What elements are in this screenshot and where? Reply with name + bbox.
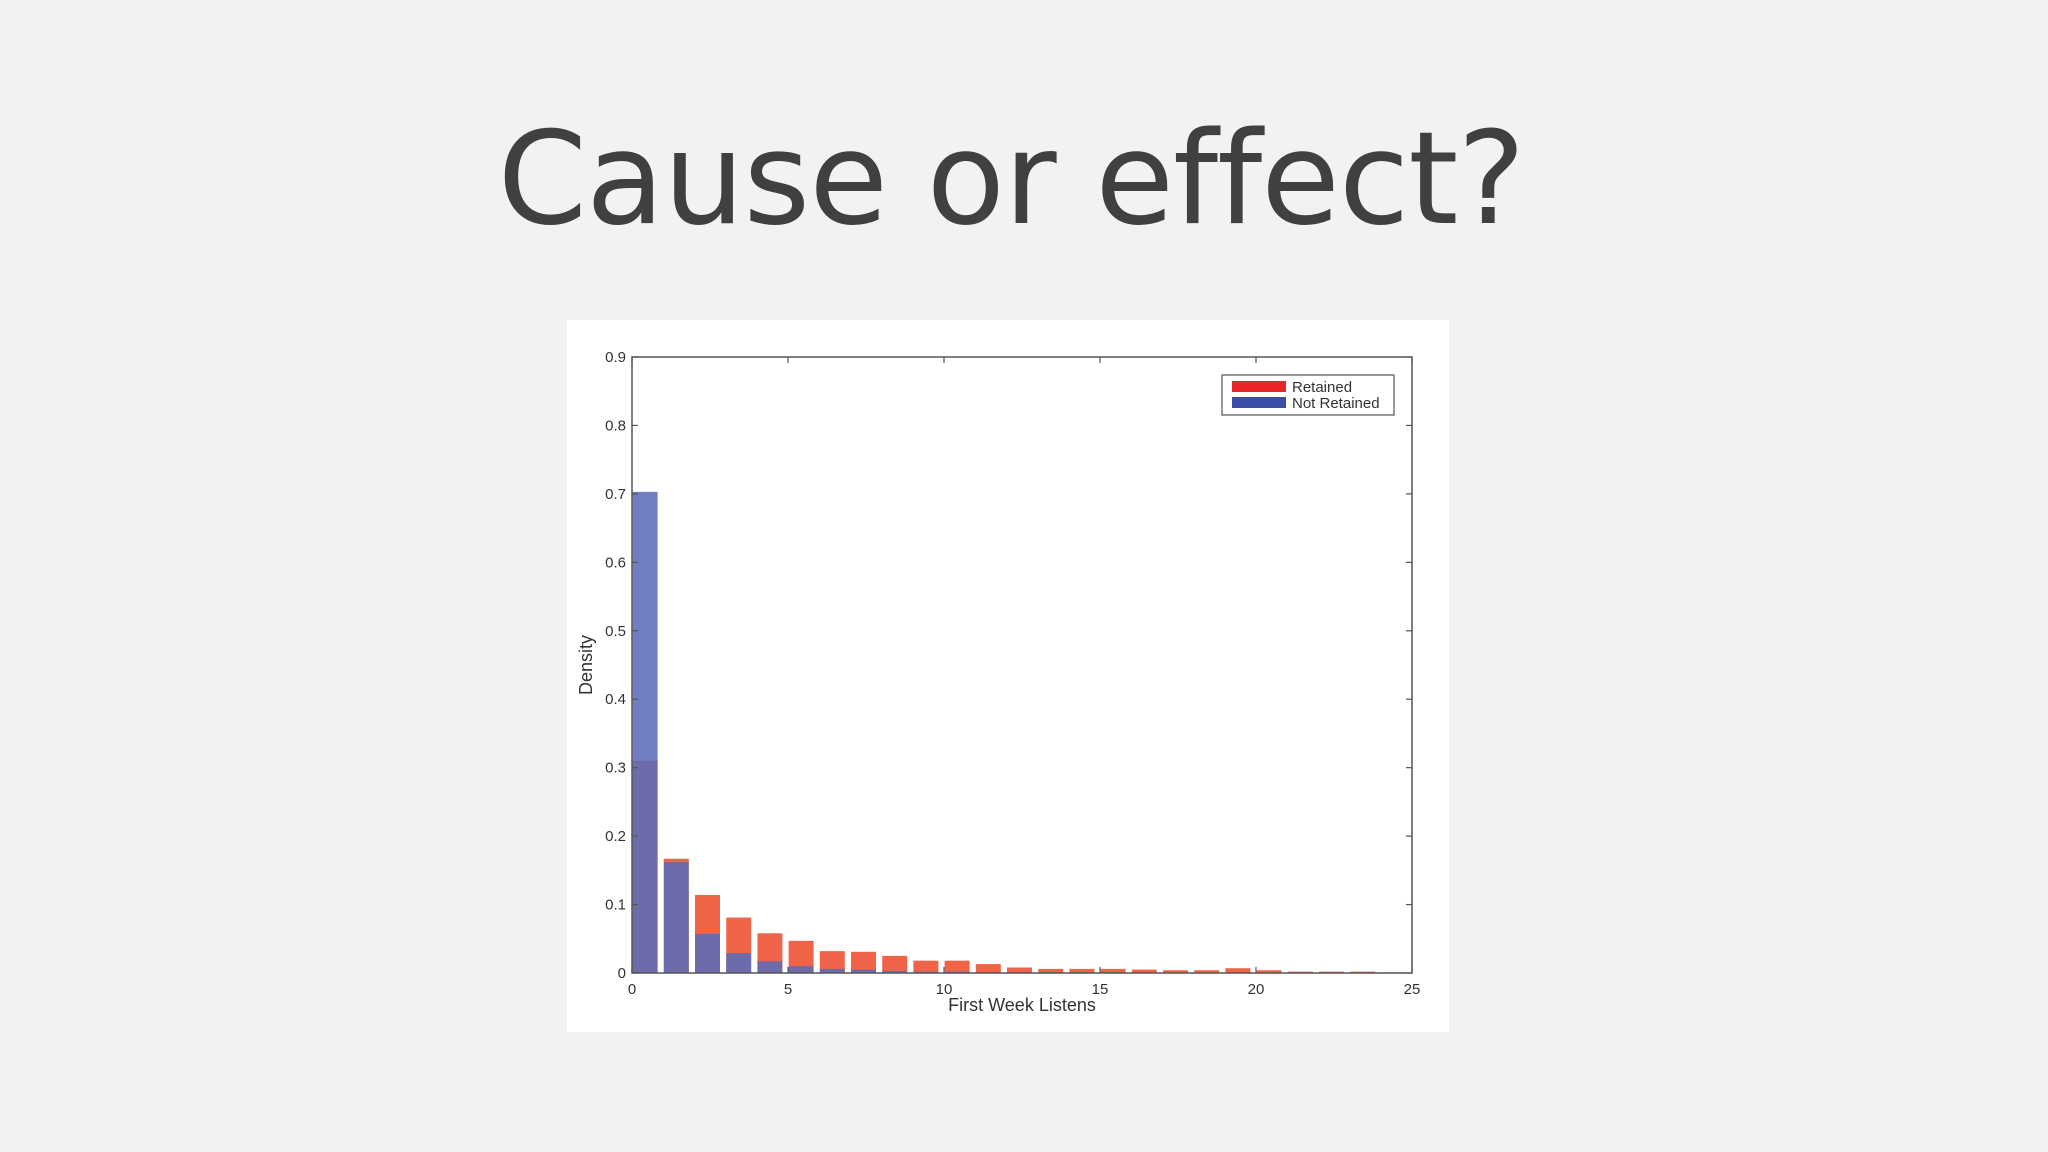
bar-not-retained-8 — [882, 970, 908, 973]
bar-not-retained-1 — [663, 862, 689, 973]
bar-retained-14 — [1069, 968, 1095, 973]
y-tick-label-0.3: 0.3 — [605, 760, 626, 777]
chart-figure: 0 5 10 15 20 25 0 0.1 0.2 0.3 0.4 0.5 0.6 0.7 0.8 0.9 F… — [567, 320, 1449, 1032]
bar-retained-12 — [1007, 967, 1032, 973]
bar-retained-11 — [975, 964, 1001, 973]
x-axis-label: First Week Listens — [948, 995, 1096, 1015]
histogram-chart: 0 5 10 15 20 25 0 0.1 0.2 0.3 0.4 0.5 0.6 0.7 0.8 0.9 F… — [576, 349, 1420, 1015]
bar-retained-18 — [1194, 970, 1220, 973]
bar-retained-20 — [1256, 970, 1282, 973]
x-tick-label-25: 25 — [1404, 981, 1421, 998]
bar-not-retained-0 — [632, 491, 658, 973]
y-tick-label-0.4: 0.4 — [605, 691, 626, 708]
ticks-layer: 0 5 10 15 20 25 0 0.1 0.2 0.3 0.4 0.5 0.6 0.7 0.8 0.9 — [605, 349, 1420, 998]
x-tick-label-10: 10 — [936, 981, 953, 998]
y-axis-label: Density — [576, 635, 596, 695]
bar-not-retained-5 — [788, 966, 814, 973]
bar-retained-10 — [944, 960, 970, 973]
bar-not-retained-4 — [757, 961, 783, 973]
legend-swatch-retained — [1232, 381, 1286, 392]
bar-not-retained-3 — [726, 953, 752, 973]
plot-frame — [631, 356, 1413, 974]
bar-retained-17 — [1163, 970, 1188, 973]
plot-background — [632, 357, 1412, 973]
bar-retained-7 — [851, 951, 876, 973]
y-tick-label-0.6: 0.6 — [605, 554, 626, 571]
bar-not-retained-2 — [695, 933, 720, 973]
bar-retained-9 — [913, 960, 939, 973]
bar-retained-16 — [1131, 969, 1157, 973]
bar-not-retained-7 — [851, 969, 876, 973]
bar-retained-15 — [1100, 968, 1126, 973]
bars-layer — [632, 491, 1407, 973]
legend: Retained Not Retained — [1221, 374, 1395, 416]
bar-retained-13 — [1038, 968, 1064, 973]
bar-retained-6 — [819, 951, 845, 973]
legend-swatch-not-retained — [1232, 397, 1286, 408]
y-tick-label-0.1: 0.1 — [605, 897, 626, 914]
y-tick-label-0.7: 0.7 — [605, 486, 626, 503]
y-tick-label-0.5: 0.5 — [605, 623, 626, 640]
bar-retained-8 — [882, 955, 908, 973]
slide-title: Cause or effect? — [497, 105, 1526, 254]
x-tick-label-15: 15 — [1092, 981, 1109, 998]
x-tick-label-0: 0 — [628, 981, 636, 998]
y-tick-label-0.9: 0.9 — [605, 349, 626, 366]
y-tick-label-0.2: 0.2 — [605, 828, 626, 845]
y-tick-label-0.8: 0.8 — [605, 417, 626, 434]
legend-label-retained: Retained — [1292, 379, 1352, 396]
x-tick-label-5: 5 — [784, 981, 792, 998]
bar-not-retained-6 — [819, 968, 845, 973]
legend-label-not-retained: Not Retained — [1292, 395, 1380, 412]
bar-retained-19 — [1225, 968, 1251, 973]
y-tick-label-0: 0 — [618, 965, 626, 982]
x-tick-label-20: 20 — [1248, 981, 1265, 998]
